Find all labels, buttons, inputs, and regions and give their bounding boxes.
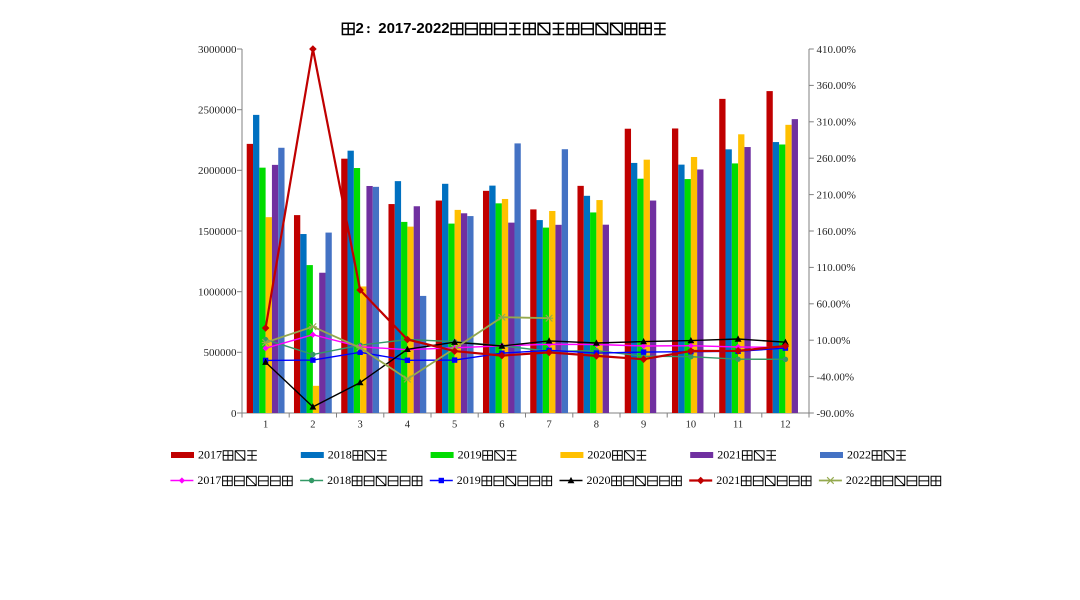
svg-text:2021: 2021 — [717, 448, 741, 462]
svg-text:2000000: 2000000 — [198, 165, 237, 177]
svg-text:2017: 2017 — [198, 448, 222, 462]
svg-text:8: 8 — [594, 420, 599, 431]
svg-text:410.00%: 410.00% — [817, 44, 856, 56]
svg-text:-40.00%: -40.00% — [817, 371, 855, 383]
svg-text:1: 1 — [263, 420, 268, 431]
svg-text:310.00%: 310.00% — [817, 117, 856, 129]
svg-text:5: 5 — [452, 420, 457, 431]
svg-text:12: 12 — [780, 420, 791, 431]
svg-text:2500000: 2500000 — [198, 105, 237, 117]
svg-text:2017-2022: 2017-2022 — [378, 20, 449, 37]
svg-text:500000: 500000 — [204, 347, 238, 359]
svg-text:2: 2 — [356, 20, 364, 37]
svg-text:7: 7 — [546, 420, 551, 431]
svg-text:2019: 2019 — [458, 448, 482, 462]
svg-text:110.00%: 110.00% — [817, 262, 856, 274]
svg-text:2022: 2022 — [846, 473, 870, 487]
svg-text:2017: 2017 — [197, 473, 221, 487]
svg-text:210.00%: 210.00% — [817, 189, 856, 201]
svg-text:10: 10 — [686, 420, 697, 431]
svg-text:1500000: 1500000 — [198, 226, 237, 238]
svg-text:160.00%: 160.00% — [817, 226, 856, 238]
svg-text:4: 4 — [405, 420, 411, 431]
svg-text:2019: 2019 — [457, 473, 481, 487]
svg-text:260.00%: 260.00% — [817, 153, 856, 165]
svg-text:2021: 2021 — [716, 473, 740, 487]
svg-text:3000000: 3000000 — [198, 44, 237, 56]
svg-text:6: 6 — [499, 420, 504, 431]
svg-text:60.00%: 60.00% — [817, 299, 851, 311]
svg-text:11: 11 — [733, 420, 743, 431]
svg-text:2020: 2020 — [587, 473, 611, 487]
svg-text:-90.00%: -90.00% — [817, 408, 855, 420]
svg-text:9: 9 — [641, 420, 646, 431]
svg-text:0: 0 — [231, 408, 237, 420]
svg-text:3: 3 — [357, 420, 362, 431]
svg-text:10.00%: 10.00% — [817, 335, 851, 347]
svg-text:2018: 2018 — [328, 448, 352, 462]
svg-text:2020: 2020 — [587, 448, 611, 462]
svg-text:360.00%: 360.00% — [817, 80, 856, 92]
svg-text:2018: 2018 — [327, 473, 351, 487]
svg-text:2: 2 — [310, 420, 315, 431]
svg-text:1000000: 1000000 — [198, 287, 237, 299]
svg-text:2022: 2022 — [847, 448, 871, 462]
